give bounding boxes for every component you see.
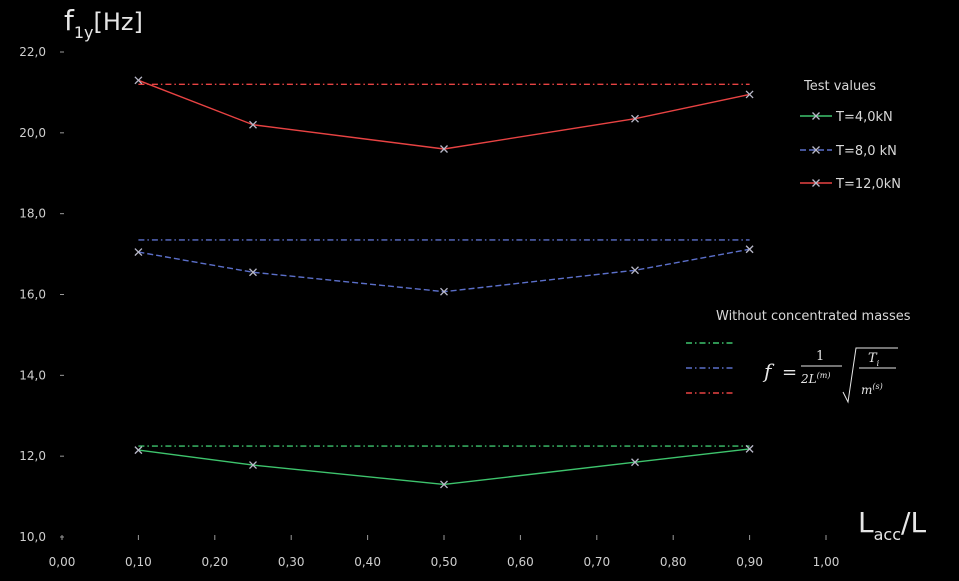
formula-rad-den: m(s) bbox=[861, 382, 883, 397]
y-axis-title-unit: [Hz] bbox=[94, 8, 143, 36]
series-2 bbox=[134, 245, 754, 296]
data-point bbox=[249, 461, 257, 470]
data-point bbox=[631, 458, 639, 467]
x-axis-title: Lacc/L bbox=[858, 506, 926, 544]
series-line-3 bbox=[138, 79, 750, 150]
data-point bbox=[631, 266, 639, 275]
y-tick-label: 16,0 bbox=[19, 288, 46, 302]
data-point bbox=[745, 90, 754, 99]
data-point bbox=[745, 245, 754, 254]
legend-test-title: Test values bbox=[803, 79, 876, 94]
legend-label: T=4,0kN bbox=[835, 110, 893, 125]
y-tick-label: 18,0 bbox=[19, 207, 46, 221]
x-tick-label: 0,40 bbox=[354, 555, 381, 569]
x-axis-title-suffix: /L bbox=[901, 506, 926, 539]
x-tick-label: 0,30 bbox=[278, 555, 305, 569]
series-line-2 bbox=[138, 248, 750, 293]
formula-lhs: f bbox=[762, 359, 775, 383]
y-tick-label: 10,0 bbox=[19, 530, 46, 544]
formula-rad-den-sup: (s) bbox=[872, 382, 882, 391]
x-axis-title-main: L bbox=[858, 506, 874, 539]
formula-num: 1 bbox=[816, 349, 824, 364]
x-tick-label: 0,10 bbox=[125, 555, 152, 569]
formula-radical bbox=[842, 347, 898, 404]
data-point bbox=[249, 268, 257, 277]
x-tick-label: 0,70 bbox=[583, 555, 610, 569]
formula-rad-num-main: T bbox=[868, 351, 878, 366]
data-point bbox=[440, 145, 448, 153]
y-tick-label: 14,0 bbox=[19, 368, 46, 382]
legend-marker bbox=[812, 112, 820, 120]
series-line-1 bbox=[138, 448, 750, 486]
legend-label: T=12,0kN bbox=[835, 177, 901, 192]
x-tick-label: 0,90 bbox=[736, 555, 763, 569]
series-lines bbox=[134, 76, 754, 489]
data-point bbox=[745, 444, 754, 453]
x-tick-label: 0,20 bbox=[201, 555, 228, 569]
y-tick-label: 22,0 bbox=[19, 45, 46, 59]
data-point bbox=[134, 76, 143, 85]
formula-rad-num: Ti bbox=[868, 351, 880, 368]
y-axis-title-main: f bbox=[64, 4, 75, 37]
data-point bbox=[134, 248, 143, 257]
x-tick-label: 1,00 bbox=[813, 555, 840, 569]
y-axis-title-sub: 1y bbox=[74, 23, 94, 42]
formula-rad-num-sub: i bbox=[877, 359, 880, 368]
x-axis-title-sub: acc bbox=[874, 525, 901, 544]
y-tick-label: 12,0 bbox=[19, 449, 46, 463]
data-point bbox=[631, 114, 639, 123]
legend-entries: T=4,0kN T=8,0 kN T=12,0kN bbox=[800, 110, 901, 192]
formula-den: 2L(m) bbox=[800, 371, 830, 386]
formula-rad-den-main: m bbox=[861, 383, 872, 397]
series-1 bbox=[134, 444, 754, 489]
formula: f = 1 2L(m) Ti m(s) bbox=[762, 347, 898, 404]
y-axis-title: f1y[Hz] bbox=[64, 4, 143, 42]
x-tick-label: 0,50 bbox=[431, 555, 458, 569]
x-tick-label: 0,00 bbox=[49, 555, 76, 569]
legend-reference-title: Without concentrated masses bbox=[716, 309, 911, 324]
legend-marker bbox=[812, 146, 820, 154]
x-axis-ticks: 0,00 0,10 0,20 0,30 0,40 0,50 0,60 0,70 0,80 0,90… bbox=[49, 535, 840, 569]
legend-reference-entries bbox=[686, 342, 734, 394]
legend-label: T=8,0 kN bbox=[835, 144, 897, 159]
formula-eq: = bbox=[782, 362, 797, 383]
data-point bbox=[134, 446, 143, 455]
y-tick-label: 20,0 bbox=[19, 126, 46, 140]
data-point bbox=[440, 287, 448, 296]
data-point bbox=[440, 480, 448, 489]
data-point bbox=[249, 120, 257, 129]
series-3 bbox=[134, 76, 754, 153]
x-tick-label: 0,60 bbox=[507, 555, 534, 569]
formula-den-main: 2L bbox=[800, 372, 817, 386]
y-axis-ticks: 10,0 12,0 14,0 16,0 18,0 20,0 22,0 bbox=[19, 45, 64, 544]
reference-lines bbox=[138, 83, 750, 447]
x-tick-label: 0,80 bbox=[660, 555, 687, 569]
formula-den-sup: (m) bbox=[817, 371, 831, 380]
legend-marker bbox=[812, 179, 820, 187]
